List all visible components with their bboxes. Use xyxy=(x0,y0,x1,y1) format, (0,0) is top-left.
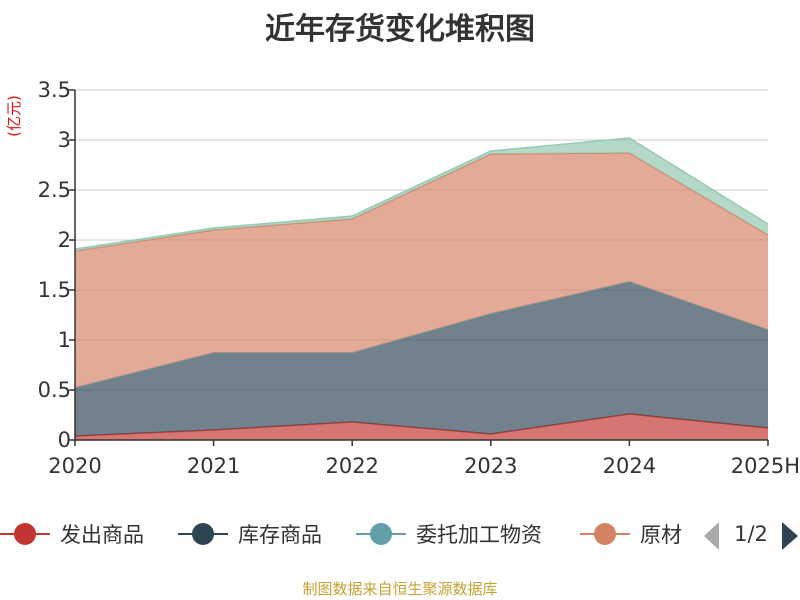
legend-page-indicator: 1/2 xyxy=(734,522,768,546)
legend-item-label[interactable]: 发出商品 xyxy=(60,523,144,547)
legend-marker[interactable] xyxy=(14,523,36,545)
y-tick-label: 1 xyxy=(58,328,71,352)
legend-marker[interactable] xyxy=(192,523,214,545)
y-tick-label: 1.5 xyxy=(38,278,71,302)
area-series-line-5 xyxy=(74,137,769,250)
legend-marker[interactable] xyxy=(370,523,392,545)
x-tick-label: 2022 xyxy=(325,454,378,478)
y-tick-label: 2 xyxy=(58,228,71,252)
source-footer: 制图数据来自恒生聚源数据库 xyxy=(302,580,498,598)
y-tick-label: 2.5 xyxy=(38,178,71,202)
y-tick-label: 3.5 xyxy=(38,78,71,102)
y-axis-unit-label: (亿元) xyxy=(5,95,23,137)
legend-item-label[interactable]: 原材 xyxy=(640,523,682,547)
x-tick-label: 2025H xyxy=(731,454,800,478)
area-series-2[interactable] xyxy=(75,282,768,436)
area-series-5[interactable] xyxy=(75,138,768,251)
area-series-4[interactable] xyxy=(75,153,768,388)
y-tick-label: 0 xyxy=(58,428,71,452)
chart-title: 近年存货变化堆积图 xyxy=(265,12,535,47)
area-series-1[interactable] xyxy=(75,414,768,440)
y-tick-label: 0.5 xyxy=(38,378,71,402)
x-tick-label: 2021 xyxy=(187,454,240,478)
y-tick-label: 3 xyxy=(58,128,71,152)
legend-item-label[interactable]: 委托加工物资 xyxy=(416,523,542,547)
legend-prev-page-icon[interactable] xyxy=(704,522,719,550)
legend-next-page-icon[interactable] xyxy=(782,522,798,550)
x-tick-label: 2020 xyxy=(48,454,101,478)
x-tick-label: 2024 xyxy=(603,454,656,478)
legend-item-label[interactable]: 库存商品 xyxy=(238,523,322,547)
x-tick-label: 2023 xyxy=(464,454,517,478)
legend-marker[interactable] xyxy=(594,523,616,545)
